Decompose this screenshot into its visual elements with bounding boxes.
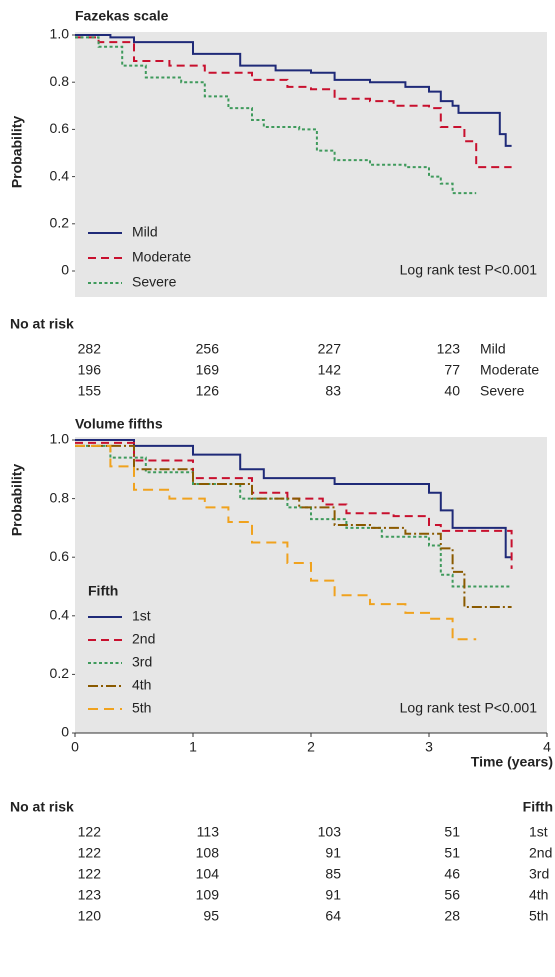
risk-count: 51 [444, 845, 460, 861]
risk-count: 28 [444, 908, 460, 924]
survival-curve [75, 439, 512, 559]
risk-count: 126 [196, 383, 220, 399]
y-axis-label: Probability [9, 464, 25, 537]
risk-count: 91 [325, 845, 341, 861]
risk-count: 123 [437, 341, 461, 357]
risk-count: 46 [444, 866, 460, 882]
legend-label: 4th [132, 677, 151, 693]
y-tick-label: 0.6 [50, 548, 70, 564]
risk-count: 169 [196, 362, 220, 378]
x-tick-label: 0 [71, 739, 79, 755]
risk-count: 56 [444, 887, 460, 903]
legend-label: Severe [132, 274, 177, 290]
risk-count: 108 [196, 845, 220, 861]
survival-curve [75, 444, 477, 641]
y-tick-label: 0.4 [50, 167, 70, 183]
risk-table-title: No at risk [10, 316, 74, 332]
y-tick-label: 0.8 [50, 489, 70, 505]
risk-count: 40 [444, 383, 460, 399]
survival-curve [75, 36, 477, 195]
legend-label: 2nd [132, 631, 155, 647]
y-tick-label: 0.2 [50, 215, 70, 231]
y-tick-label: 0 [61, 724, 69, 740]
y-tick-label: 1.0 [50, 26, 70, 42]
risk-count: 109 [196, 887, 220, 903]
y-tick-label: 0.6 [50, 120, 70, 136]
chart-title: Volume fifths [75, 416, 163, 432]
risk-count: 155 [78, 383, 102, 399]
risk-count: 256 [196, 341, 220, 357]
risk-count: 103 [318, 824, 342, 840]
survival-curve [75, 34, 512, 147]
risk-count: 123 [78, 887, 102, 903]
risk-row-label: Moderate [480, 362, 539, 378]
risk-row-label: Severe [480, 383, 525, 399]
risk-count: 282 [78, 341, 102, 357]
risk-count: 196 [78, 362, 102, 378]
survival-curve [75, 36, 512, 169]
risk-row-label: 2nd [529, 845, 552, 861]
risk-count: 64 [325, 908, 341, 924]
y-tick-label: 0.2 [50, 665, 70, 681]
y-tick-label: 0.8 [50, 73, 70, 89]
risk-row-label: 1st [529, 824, 548, 840]
risk-count: 122 [78, 845, 102, 861]
survival-curve [75, 444, 512, 609]
x-tick-label: 3 [425, 739, 433, 755]
risk-count: 85 [325, 866, 341, 882]
risk-count: 77 [444, 362, 460, 378]
risk-row-label: 4th [529, 887, 548, 903]
risk-count: 122 [78, 824, 102, 840]
risk-table-title: No at risk [10, 799, 74, 815]
x-axis-label: Time (years) [471, 754, 553, 770]
legend-label: Moderate [132, 249, 191, 265]
risk-count: 113 [197, 824, 220, 840]
risk-count: 95 [203, 908, 219, 924]
risk-row-label: Mild [480, 341, 506, 357]
legend-label: 5th [132, 700, 151, 716]
risk-count: 83 [325, 383, 341, 399]
risk-row-label: 3rd [529, 866, 549, 882]
y-axis-label: Probability [9, 116, 25, 189]
risk-row-label: 5th [529, 908, 548, 924]
x-tick-label: 1 [189, 739, 197, 755]
risk-count: 227 [318, 341, 342, 357]
risk-count: 104 [196, 866, 220, 882]
x-tick-label: 2 [307, 739, 315, 755]
plot-area [75, 437, 547, 733]
risk-count: 91 [325, 887, 341, 903]
legend-label: Mild [132, 224, 158, 240]
risk-count: 51 [444, 824, 460, 840]
annotation: Log rank test P<0.001 [400, 262, 538, 278]
y-tick-label: 0.4 [50, 607, 70, 623]
survival-curve [75, 441, 513, 569]
y-tick-label: 0 [61, 262, 69, 278]
annotation: Log rank test P<0.001 [400, 700, 538, 716]
x-tick-label: 4 [543, 739, 551, 755]
risk-table-header: Fifth [523, 799, 553, 815]
legend-title: Fifth [88, 583, 118, 599]
y-tick-label: 1.0 [50, 431, 70, 447]
legend-label: 1st [132, 608, 151, 624]
chart-title: Fazekas scale [75, 8, 169, 24]
plot-area [75, 32, 547, 297]
risk-count: 122 [78, 866, 102, 882]
risk-count: 120 [78, 908, 102, 924]
legend-label: 3rd [132, 654, 152, 670]
risk-count: 142 [318, 362, 342, 378]
